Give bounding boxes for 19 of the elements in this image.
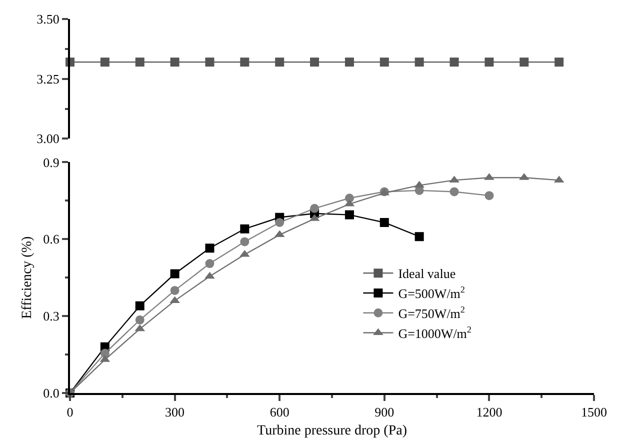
x-tick-label: 1200: [476, 404, 502, 420]
legend-label: Ideal value: [398, 266, 456, 282]
x-tick-label: 600: [270, 404, 290, 420]
y-tick-label: 0.9: [43, 154, 60, 170]
legend-label: G=1000W/m$^{2}$: [398, 324, 472, 341]
legend-label: G=500W/m$^{2}$: [398, 284, 466, 302]
y-tick-label: 0.3: [43, 308, 60, 324]
x-tick-label: 300: [165, 404, 185, 420]
x-tick-label: 900: [374, 404, 394, 420]
x-tick-label: 1500: [581, 404, 607, 420]
x-tick-label: 0: [66, 404, 74, 420]
y-tick-label: 0.0: [43, 386, 60, 401]
y-axis-title: Efficiency (%): [20, 236, 36, 319]
y-tick-label: 3.25: [36, 71, 60, 86]
legend-label: G=750W/m$^{2}$: [398, 304, 466, 321]
y-tick-label: 3.50: [36, 12, 60, 27]
y-tick-label: 0.6: [43, 232, 60, 247]
x-axis-title: Turbine pressure drop (Pa): [257, 423, 408, 438]
y-tick-label: 3.00: [36, 131, 60, 146]
